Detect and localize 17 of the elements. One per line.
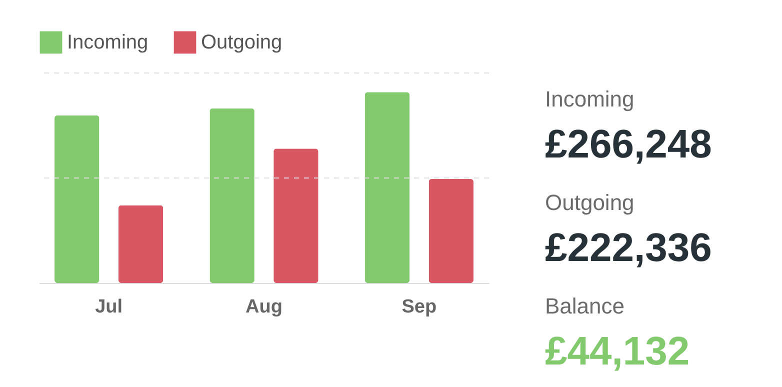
x-tick-label: Sep bbox=[402, 296, 437, 318]
x-tick-label: Jul bbox=[95, 296, 123, 318]
text: Incoming bbox=[545, 86, 634, 112]
bar bbox=[428, 178, 474, 283]
legend-label: Incoming bbox=[67, 31, 148, 54]
legend-label: Outgoing bbox=[201, 31, 282, 54]
x-tick-label: Aug bbox=[246, 296, 282, 318]
text: £44,132 bbox=[545, 329, 690, 374]
text: Balance bbox=[545, 294, 625, 319]
bar bbox=[118, 205, 164, 283]
bar bbox=[274, 148, 318, 283]
text: £222,336 bbox=[545, 226, 712, 270]
bar bbox=[210, 108, 254, 283]
bar bbox=[364, 92, 410, 283]
bar bbox=[54, 115, 100, 283]
text: £266,248 bbox=[545, 122, 712, 166]
text: Outgoing bbox=[545, 190, 634, 216]
